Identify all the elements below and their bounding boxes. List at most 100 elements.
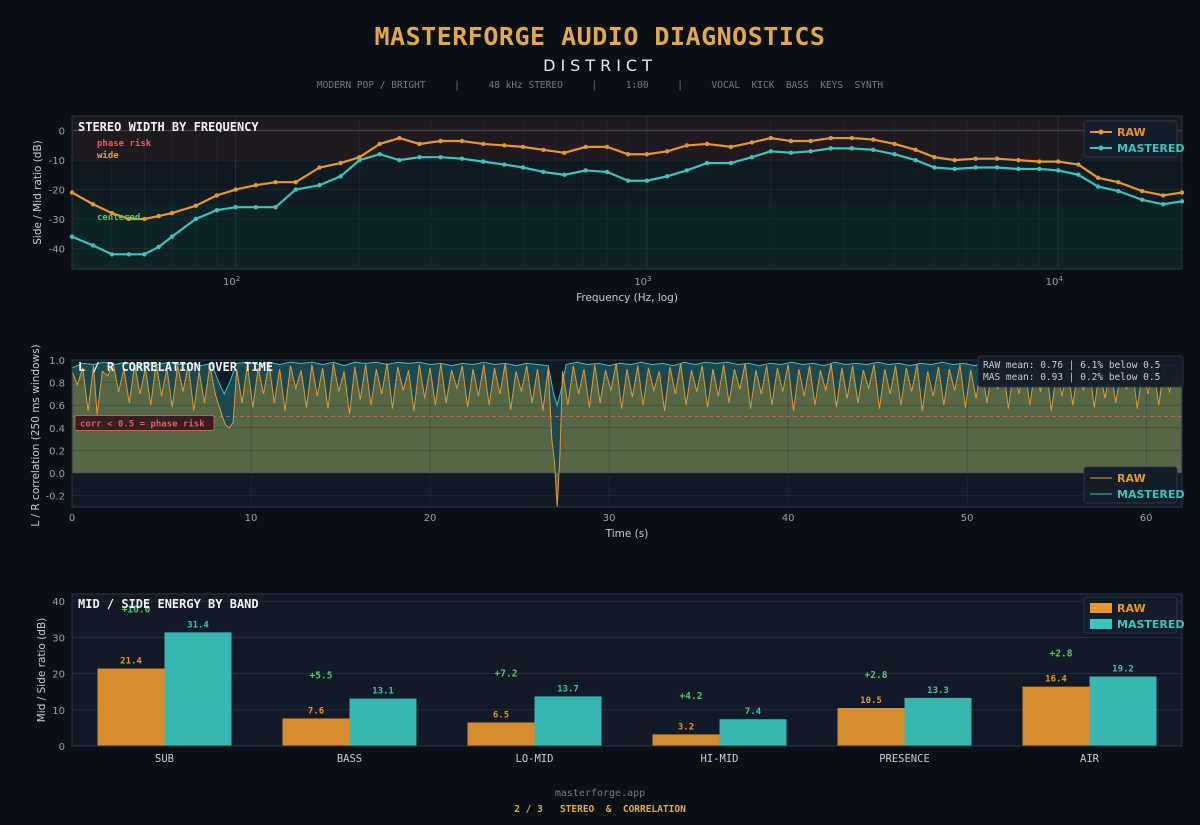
- data-point-mastered: [317, 182, 322, 188]
- data-point-raw: [768, 135, 773, 141]
- legend-swatch-raw: [1090, 603, 1112, 613]
- correlation-chart: 0 10 20 30 40 50 601.00.80.60.40.20.0-0.2L / R…: [30, 345, 1185, 540]
- data-point-mastered: [126, 252, 132, 257]
- data-point-mastered: [193, 216, 199, 222]
- plot-frame: [71, 593, 1183, 747]
- data-point-mastered: [438, 154, 443, 160]
- data-point-mastered: [397, 157, 402, 163]
- y-tick-label: -20: [49, 186, 65, 197]
- data-point-mastered: [357, 157, 362, 163]
- data-point-mastered: [69, 234, 75, 239]
- data-point-raw: [156, 213, 161, 219]
- data-point-raw: [562, 150, 567, 155]
- data-point-raw: [704, 141, 710, 147]
- y-tick-label: 0.6: [49, 401, 65, 412]
- data-point-mastered: [156, 244, 161, 250]
- y-tick-label: -10: [49, 156, 65, 167]
- y-tick-label: -30: [49, 215, 65, 226]
- bar-value-label: 21.4: [120, 657, 142, 667]
- x-axis-label: Frequency (Hz, log): [576, 292, 678, 304]
- data-point-raw: [952, 157, 957, 163]
- y-tick-label: 0.0: [49, 469, 65, 480]
- data-point-mastered: [293, 187, 298, 192]
- legend-label-mastered: MASTERED: [1117, 488, 1185, 501]
- bar-mastered-presence: [904, 697, 972, 746]
- legend-label-raw: RAW: [1117, 126, 1146, 139]
- data-point-mastered: [768, 149, 773, 154]
- data-point-raw: [788, 138, 794, 144]
- data-point-mastered: [214, 207, 220, 213]
- data-point-raw: [293, 180, 298, 185]
- x-tick-label: 103: [634, 275, 651, 288]
- bar-value-label: 13.7: [557, 684, 579, 694]
- data-point-mastered: [644, 178, 650, 183]
- bar-value-label: 10.5: [860, 696, 882, 706]
- stats-line: MAS mean: 0.93 | 0.2% below 0.5: [983, 372, 1160, 383]
- data-point-raw: [253, 182, 259, 188]
- data-point-mastered: [932, 165, 937, 170]
- annotation-centered: centered: [97, 213, 140, 223]
- bar-value-label: 31.4: [187, 620, 209, 630]
- y-tick-label: 0.4: [49, 424, 65, 435]
- raw-area: [72, 362, 1182, 507]
- data-point-mastered: [377, 152, 382, 157]
- y-axis-label: L / R correlation (250 ms windows): [30, 345, 42, 527]
- data-point-mastered: [684, 168, 689, 173]
- data-point-raw: [1095, 175, 1101, 180]
- category-label: AIR: [1080, 753, 1100, 765]
- data-point-raw: [664, 149, 670, 154]
- data-point-raw: [1055, 159, 1061, 164]
- x-tick-label: 50: [961, 513, 974, 524]
- data-point-raw: [520, 144, 526, 150]
- threshold-label: corr < 0.5 = phase risk: [80, 418, 205, 429]
- data-point-raw: [994, 156, 1000, 161]
- data-point-raw: [1139, 188, 1145, 194]
- data-point-mastered: [1095, 184, 1101, 189]
- data-point-raw: [377, 141, 382, 147]
- legend-marker-raw: [1098, 129, 1104, 135]
- data-point-raw: [1179, 190, 1185, 195]
- data-point-raw: [438, 138, 443, 144]
- data-point-mastered: [994, 165, 1000, 170]
- legend: RAW MASTERED: [1083, 466, 1185, 504]
- delta-label: +5.5: [310, 671, 333, 682]
- data-point-mastered: [871, 147, 876, 153]
- data-point-mastered: [1116, 188, 1121, 194]
- data-point-mastered: [583, 168, 588, 173]
- data-point-raw: [1160, 193, 1166, 198]
- bar-value-label: 7.6: [308, 706, 324, 716]
- bar-mastered-hi-mid: [719, 719, 787, 746]
- delta-label: +2.8: [1050, 649, 1073, 660]
- y-tick-label: -40: [49, 244, 65, 255]
- category-label: PRESENCE: [879, 753, 930, 765]
- stats-box: [977, 355, 1184, 388]
- bar-value-label: 3.2: [678, 722, 694, 732]
- data-point-mastered: [169, 234, 175, 239]
- data-point-raw: [541, 147, 546, 153]
- annotation-wide: wide: [97, 150, 119, 161]
- category-label: SUB: [155, 753, 174, 765]
- data-point-raw: [459, 138, 465, 144]
- y-axis-label: Mid / Side ratio (dB): [36, 618, 48, 723]
- data-point-mastered: [808, 149, 813, 154]
- data-point-mastered: [828, 146, 834, 151]
- centered-zone: [72, 204, 1182, 269]
- bar-value-label: 16.4: [1045, 675, 1067, 685]
- bar-mastered-air: [1089, 676, 1157, 746]
- series-line-raw: [71, 136, 1183, 221]
- data-point-mastered: [109, 252, 115, 257]
- data-point-raw: [338, 160, 343, 166]
- data-point-raw: [913, 147, 918, 153]
- delta-label: +2.8: [865, 670, 888, 681]
- data-point-mastered: [142, 252, 147, 257]
- data-point-mastered: [1055, 168, 1061, 173]
- x-tick-label: 60: [1140, 513, 1153, 524]
- data-point-raw: [142, 216, 147, 222]
- data-point-mastered: [273, 205, 278, 210]
- data-point-raw: [583, 144, 588, 150]
- track-meta: MODERN POP / BRIGHT | 48 kHz STEREO | 1:…: [316, 80, 884, 91]
- delta-label: +7.2: [495, 668, 518, 679]
- data-point-raw: [502, 143, 507, 148]
- data-point-raw: [604, 144, 610, 150]
- bar-raw-air: [1022, 686, 1090, 746]
